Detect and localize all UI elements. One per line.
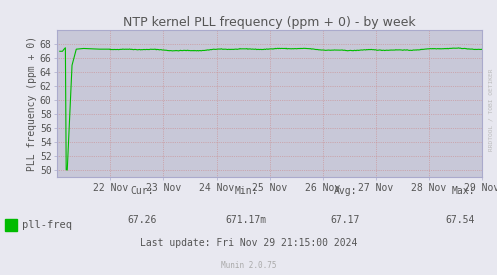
- Text: Avg:: Avg:: [333, 186, 357, 196]
- Text: 67.26: 67.26: [127, 215, 157, 225]
- Y-axis label: PLL frequency (ppm + 0): PLL frequency (ppm + 0): [27, 36, 37, 171]
- Text: pll-freq: pll-freq: [22, 220, 73, 230]
- Text: Cur:: Cur:: [130, 186, 154, 196]
- Text: Min:: Min:: [234, 186, 258, 196]
- Title: NTP kernel PLL frequency (ppm + 0) - by week: NTP kernel PLL frequency (ppm + 0) - by …: [123, 16, 416, 29]
- Text: Munin 2.0.75: Munin 2.0.75: [221, 261, 276, 270]
- Text: Last update: Fri Nov 29 21:15:00 2024: Last update: Fri Nov 29 21:15:00 2024: [140, 238, 357, 248]
- Text: RRDTOOL / TOBI OETIKER: RRDTOOL / TOBI OETIKER: [489, 69, 494, 151]
- Text: Max:: Max:: [451, 186, 475, 196]
- Text: 671.17m: 671.17m: [226, 215, 266, 225]
- Text: 67.17: 67.17: [331, 215, 360, 225]
- Text: 67.54: 67.54: [445, 215, 475, 225]
